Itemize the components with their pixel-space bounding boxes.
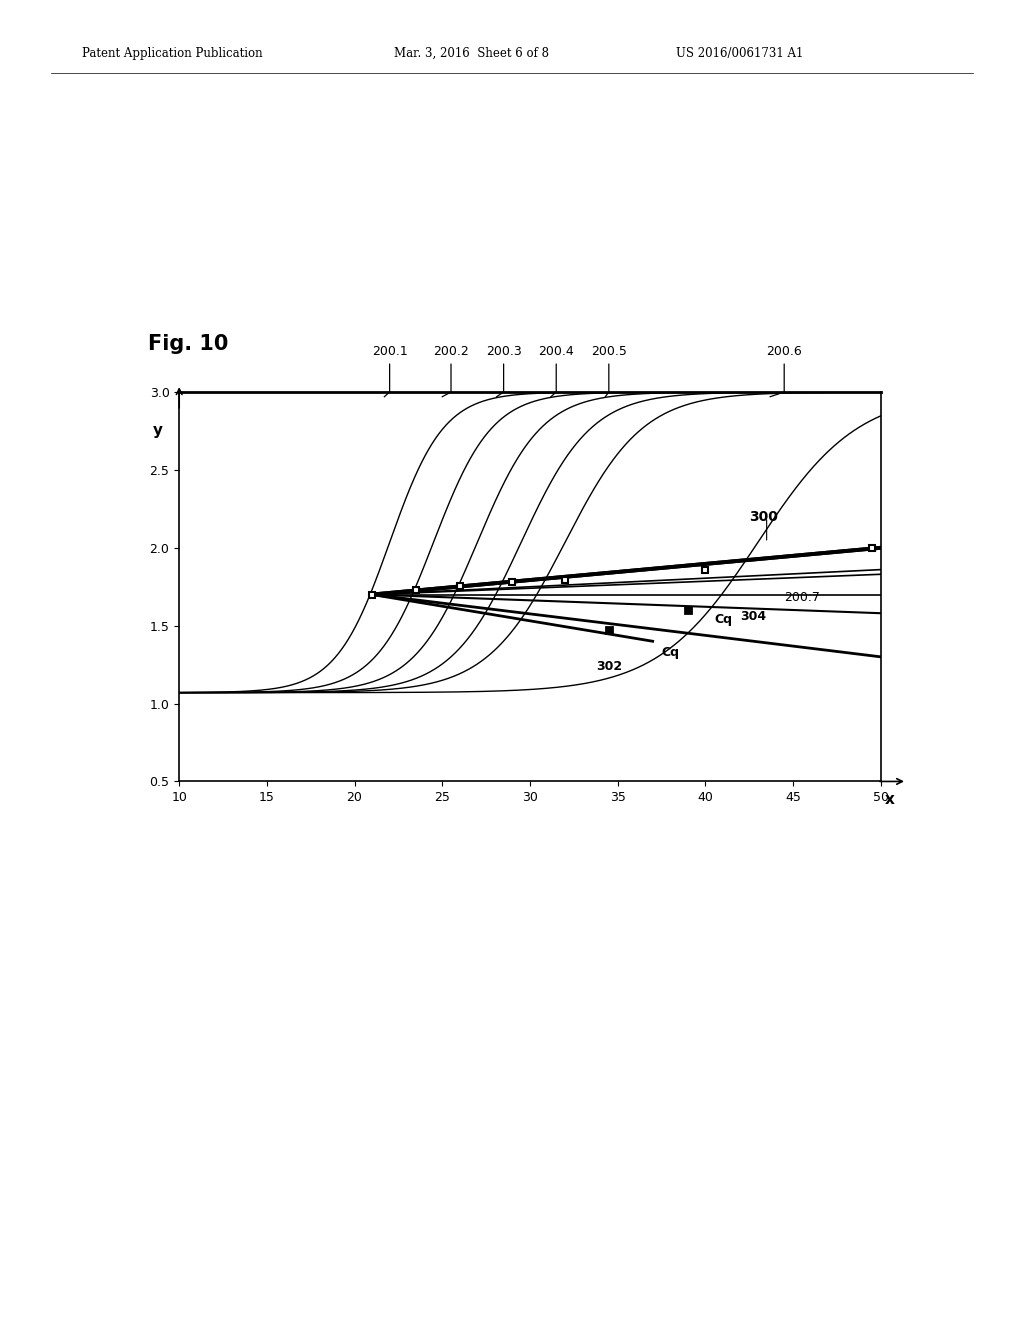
Text: 200.3: 200.3	[485, 345, 521, 358]
Text: y: y	[154, 424, 163, 438]
Text: Patent Application Publication: Patent Application Publication	[82, 46, 262, 59]
Text: 302: 302	[596, 660, 622, 673]
Text: 200.5: 200.5	[591, 345, 627, 358]
Text: Fig. 10: Fig. 10	[148, 334, 228, 354]
Text: x: x	[885, 792, 894, 808]
Text: US 2016/0061731 A1: US 2016/0061731 A1	[676, 46, 803, 59]
Text: 304: 304	[740, 610, 767, 623]
Text: Cq: Cq	[714, 612, 732, 626]
Text: 200.1: 200.1	[372, 345, 408, 358]
Text: 200.2: 200.2	[433, 345, 469, 358]
Text: 200.4: 200.4	[539, 345, 574, 358]
Text: Cq: Cq	[662, 645, 679, 659]
Text: 200.6: 200.6	[766, 345, 802, 358]
Text: 300: 300	[750, 510, 778, 524]
Text: 200.7: 200.7	[784, 591, 820, 605]
Text: Mar. 3, 2016  Sheet 6 of 8: Mar. 3, 2016 Sheet 6 of 8	[394, 46, 549, 59]
